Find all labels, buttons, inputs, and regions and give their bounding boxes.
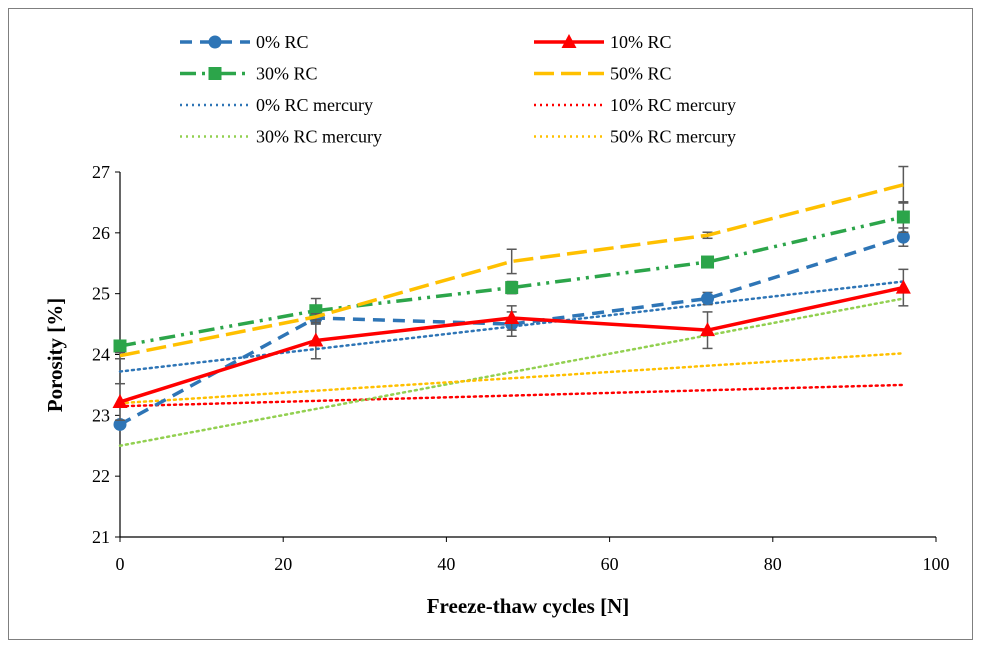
legend-label-4: 0% RC mercury [256,95,373,115]
legend-marker-2 [208,67,222,80]
data-point [112,393,128,408]
legend-label-0: 0% RC [256,32,309,52]
x-tick-label: 100 [923,554,950,574]
x-tick-label: 80 [764,554,782,574]
legend-label-6: 30% RC mercury [256,127,382,147]
data-point [504,310,520,324]
series-line-2 [119,215,904,348]
legend-marker-0 [208,35,222,49]
y-tick-label: 23 [92,405,110,425]
y-tick-label: 22 [92,466,110,486]
trendline-0 [118,280,905,373]
legend-label-1: 10% RC [610,32,672,52]
legend-marker-1 [561,34,577,48]
trendline-1 [118,383,905,408]
data-point [701,255,715,269]
x-tick-label: 40 [437,554,455,574]
data-point [896,210,910,224]
legend: 0% RC 10% RC 30% RC 50% RC 0% RC mercury 10% … [180,32,736,147]
data-point [896,230,910,244]
trendline-2 [118,297,905,447]
series-line-0 [119,235,904,426]
x-axis-title: Freeze-thaw cycles [N] [427,594,630,618]
chart-frame [8,8,973,640]
legend-label-7: 50% RC mercury [610,127,736,147]
x-tick-label: 20 [274,554,292,574]
trendline-3 [118,352,905,405]
legend-label-3: 50% RC [610,64,672,84]
y-tick-label: 27 [92,162,110,182]
data-point [113,417,127,431]
y-axis-title: Porosity [%] [43,298,67,413]
series-line-1 [119,285,904,404]
data-point [505,281,519,295]
series-layer [112,165,911,447]
data-point [308,332,324,347]
y-tick-label: 21 [92,527,110,547]
y-tick-label: 24 [92,345,110,365]
data-point [113,339,127,353]
y-tick-label: 25 [92,284,110,304]
legend-label-2: 30% RC [256,64,318,84]
x-tick-label: 60 [601,554,619,574]
y-tick-label: 26 [92,223,110,243]
axes: 21 22 23 24 25 26 27 0 20 40 60 80 100 [92,162,950,574]
data-point [701,292,715,306]
legend-label-5: 10% RC mercury [610,95,736,115]
data-point [895,279,911,294]
data-point [700,322,716,337]
x-tick-label: 0 [116,554,125,574]
